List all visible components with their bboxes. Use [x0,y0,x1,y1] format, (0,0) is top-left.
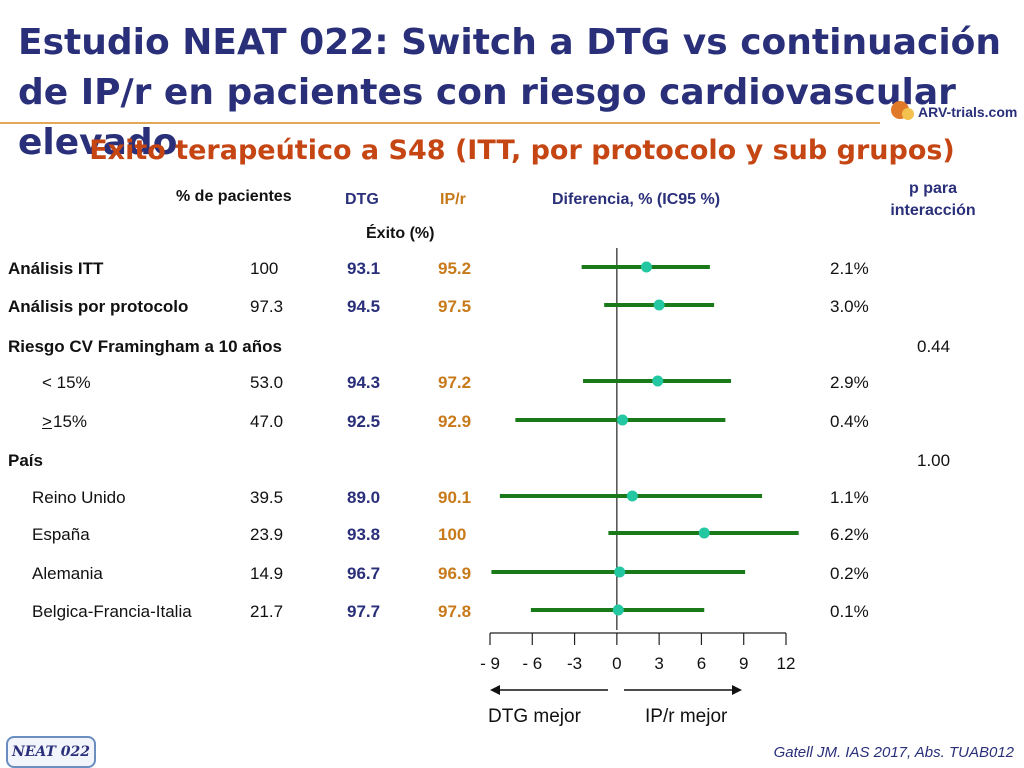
point-estimate [612,604,624,616]
row-label-prefix: > [42,412,52,431]
row-label: Riesgo CV Framingham a 10 años [8,337,282,356]
row-dtg: 89.0 [347,488,381,507]
row-pct: 100 [250,259,279,278]
row-dtg: 94.5 [347,297,381,316]
row-dtg: 92.5 [347,412,381,431]
row-pct: 39.5 [250,488,284,507]
row-ipr: 92.9 [438,412,472,431]
logo: ARV-trials.com [888,98,1018,128]
point-estimate [614,566,626,578]
x-tick-label: - 6 [522,654,542,673]
header-p: p para interacción [890,180,976,219]
row-label: < 15% [42,373,91,392]
row-pct: 23.9 [250,525,284,544]
row-label: Reino Unido [32,488,126,507]
row-dtg: 97.7 [347,602,381,621]
row-label: España [32,525,90,544]
study-badge: NEAT 022 [6,736,96,768]
row-pct: 14.9 [250,564,284,583]
row-diff: 0.4% [830,412,869,431]
point-estimate [652,375,664,387]
row-diff: 6.2% [830,525,869,544]
row-diff: 3.0% [830,297,869,316]
row-ipr: 96.9 [438,564,472,583]
row-label: País [8,451,43,470]
point-estimate [698,527,710,539]
arrow-left-head [490,685,500,695]
header-pct: % de pacientes [176,188,292,205]
title-divider [0,122,880,124]
x-tick-label: 3 [654,654,663,673]
point-estimate [640,261,652,273]
logo-icon [891,101,914,120]
row-ipr: 97.2 [438,373,472,392]
row-pct: 97.3 [250,297,284,316]
row-label: Belgica-Francia-Italia [32,602,192,621]
row-ipr: 100 [438,525,467,544]
chart-subtitle: Exito terapeútico a S48 (ITT, por protoc… [89,135,955,166]
header-diff: Diferencia, % (IC95 %) [552,191,721,208]
header-dtg: DTG [345,191,379,208]
x-tick-label: 6 [697,654,706,673]
row-ipr: 90.1 [438,488,472,507]
row-label: Alemania [32,564,103,583]
row-dtg: 94.3 [347,373,381,392]
logo-text: ARV-trials.com [918,104,1018,120]
arrow-left-label: DTG mejor [488,706,581,727]
row-diff: 0.2% [830,564,869,583]
row-pct: 53.0 [250,373,284,392]
point-estimate [653,299,665,311]
x-tick-label: 0 [612,654,621,673]
row-p-value: 0.44 [917,337,951,356]
row-ipr: 95.2 [438,259,472,278]
row-label: Análisis ITT [8,259,104,278]
header-ipr: IP/r [440,191,466,208]
page-title: Estudio NEAT 022: Switch a DTG vs contin… [18,22,1002,163]
x-tick-label: - 9 [480,654,500,673]
row-label: Análisis por protocolo [8,297,189,316]
row-p-value: 1.00 [917,451,951,470]
row-ipr: 97.5 [438,297,472,316]
arrow-right-head [732,685,742,695]
row-pct: 47.0 [250,412,284,431]
x-tick-label: -3 [567,654,582,673]
x-tick-label: 9 [739,654,748,673]
row-diff: 0.1% [830,602,869,621]
row-ipr: 97.8 [438,602,472,621]
point-estimate [616,414,628,426]
arrow-right-label: IP/r mejor [645,706,728,727]
row-label: 15% [53,412,88,431]
row-diff: 2.9% [830,373,869,392]
row-diff: 2.1% [830,259,869,278]
point-estimate [626,490,638,502]
row-diff: 1.1% [830,488,869,507]
citation: Gatell JM. IAS 2017, Abs. TUAB012 [773,744,1014,761]
row-dtg: 93.1 [347,259,381,278]
header-exito: Éxito (%) [366,225,435,242]
x-tick-label: 12 [777,654,796,673]
row-pct: 21.7 [250,602,284,621]
row-dtg: 93.8 [347,525,381,544]
row-dtg: 96.7 [347,564,381,583]
